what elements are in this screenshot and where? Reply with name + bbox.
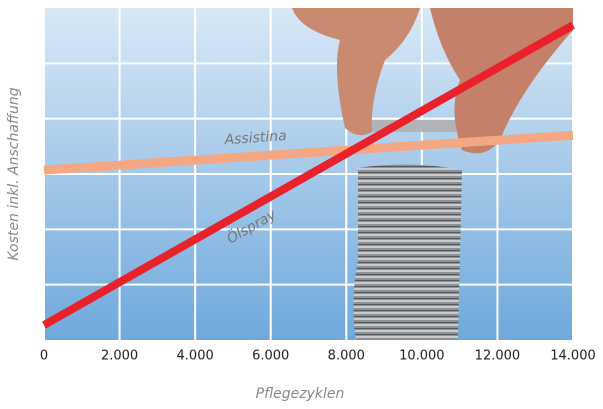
line bbox=[42, 21, 575, 329]
line bbox=[43, 130, 574, 175]
coin-stack bbox=[353, 164, 462, 340]
series bbox=[42, 21, 575, 329]
x-tick-label: 2.000 bbox=[101, 349, 138, 364]
series-label: Assistina bbox=[223, 128, 287, 148]
x-axis-title: Pflegezyklen bbox=[256, 386, 345, 402]
hand bbox=[292, 8, 420, 136]
x-tick-label: 12.000 bbox=[475, 349, 521, 364]
x-tick-label: 10.000 bbox=[399, 349, 445, 364]
x-tick-label: 0 bbox=[40, 349, 48, 364]
x-tick-label: 4.000 bbox=[177, 349, 214, 364]
x-tick-label: 8.000 bbox=[328, 349, 365, 364]
y-axis-title: Kosten inkl. Anschaffung bbox=[6, 87, 22, 260]
x-tick-label: 14.000 bbox=[550, 349, 596, 364]
x-tick-label: 6.000 bbox=[252, 349, 289, 364]
